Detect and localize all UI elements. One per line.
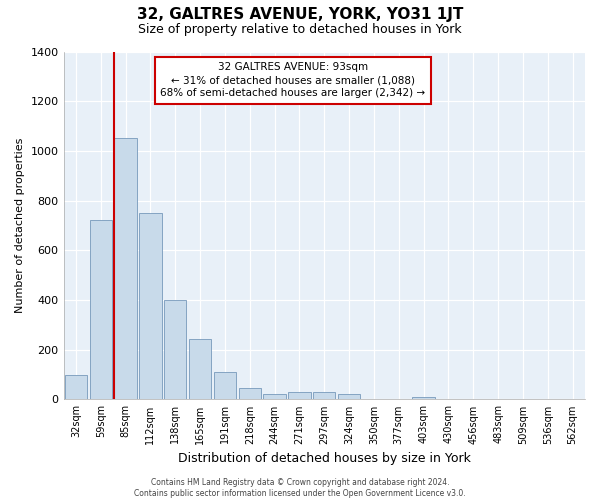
Text: Contains HM Land Registry data © Crown copyright and database right 2024.
Contai: Contains HM Land Registry data © Crown c… — [134, 478, 466, 498]
Text: 32, GALTRES AVENUE, YORK, YO31 1JT: 32, GALTRES AVENUE, YORK, YO31 1JT — [137, 8, 463, 22]
Bar — [313, 392, 335, 400]
Bar — [214, 372, 236, 400]
Bar — [338, 394, 360, 400]
Bar — [115, 138, 137, 400]
Bar — [89, 220, 112, 400]
Bar — [65, 374, 87, 400]
Bar — [412, 397, 435, 400]
Y-axis label: Number of detached properties: Number of detached properties — [15, 138, 25, 313]
Text: 32 GALTRES AVENUE: 93sqm
← 31% of detached houses are smaller (1,088)
68% of sem: 32 GALTRES AVENUE: 93sqm ← 31% of detach… — [160, 62, 425, 98]
Bar — [239, 388, 261, 400]
Bar — [288, 392, 311, 400]
Bar — [189, 338, 211, 400]
Text: Size of property relative to detached houses in York: Size of property relative to detached ho… — [138, 22, 462, 36]
X-axis label: Distribution of detached houses by size in York: Distribution of detached houses by size … — [178, 452, 471, 465]
Bar — [263, 394, 286, 400]
Bar — [164, 300, 187, 400]
Bar — [139, 213, 161, 400]
